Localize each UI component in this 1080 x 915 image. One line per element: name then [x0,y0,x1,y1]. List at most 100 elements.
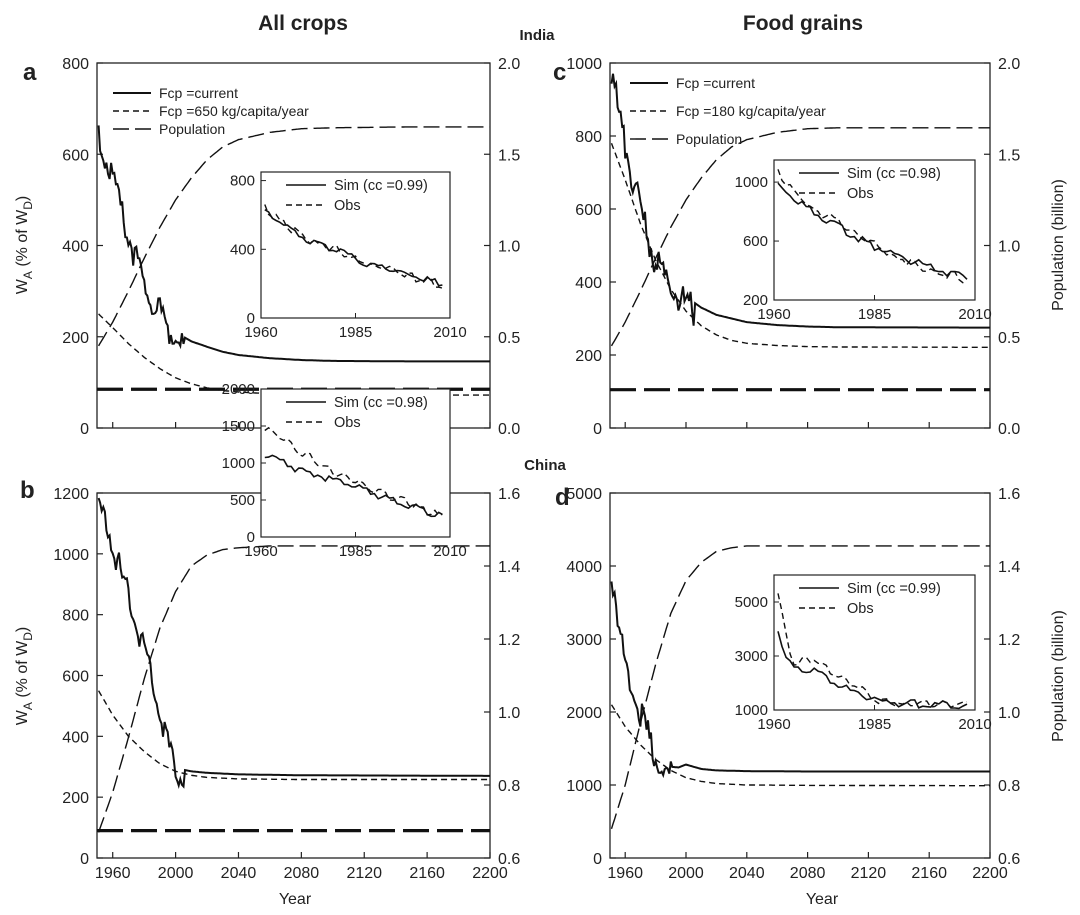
panel-c: c 0 200 400 600 800 1000 0.0 0.5 1.0 1.5 2.0 Fcp =cu… [553,56,1020,438]
y2-tick-label: 0.8 [498,778,520,795]
y-tick-label: 600 [575,202,602,219]
inset-legend-label: Sim (cc =0.99) [847,581,941,597]
y2-tick-label: 1.6 [998,486,1020,503]
inset-x-tick-label: 1960 [757,306,790,323]
inset-series-dash-line [264,426,443,517]
series-solid-line [97,125,490,363]
y-tick-label: 200 [62,790,89,807]
inset-frame [773,574,976,711]
y-tick-label: 600 [62,669,89,686]
y-tick-label: 400 [62,239,89,256]
x-tick-label: 2200 [472,865,508,882]
y-tick-label: 1000 [566,56,602,73]
y2-tick-label: 1.5 [998,147,1020,164]
x-tick-label: 2120 [851,865,887,882]
row-title-india: India [519,27,555,44]
y2-tick-label: 1.0 [498,239,520,256]
y-tick-label: 1000 [566,778,602,795]
legend-label: Population [159,121,225,137]
inset-y-tick-label: 1500 [222,418,255,435]
y-tick-label: 0 [593,851,602,868]
series-longdash-line [610,127,990,347]
inset-x-tick-label: 1985 [858,306,891,323]
y2-tick-label: 2.0 [998,56,1020,73]
legend-label: Fcp =current [159,85,238,101]
inset-y-tick-label: 1000 [222,455,255,472]
inset-y-tick-label: 1000 [735,702,768,719]
inset-frame [260,171,451,319]
y2-tick-label: 1.5 [498,147,520,164]
y-tick-label: 600 [62,147,89,164]
x-tick-label: 2120 [346,865,382,882]
y-tick-label: 4000 [566,559,602,576]
inset-y-tick-label: 2000 [222,381,255,398]
series-solid-line [610,73,990,329]
inset-legend-label: Sim (cc =0.99) [334,178,428,194]
y2-tick-label: 1.6 [498,486,520,503]
y-axis-label-right-top: Population (billion) [1050,179,1067,311]
y2-tick-label: 0.0 [498,421,520,438]
y2-tick-label: 1.0 [998,239,1020,256]
inset-c: 200 600 1000 1960 1985 2010 Sim (cc =0.98) Obs [735,159,992,323]
x-axis-label-left: Year [279,891,312,908]
inset-x-tick-label: 1985 [858,716,891,733]
row-title-china: China [524,457,566,474]
inset-x-tick-label: 2010 [958,306,991,323]
panel-label-b: b [20,477,35,504]
y-tick-label: 400 [575,275,602,292]
inset-series-dash-line [264,204,443,289]
x-tick-label: 1960 [607,865,643,882]
inset-y-tick-label: 600 [743,233,768,250]
inset-y-tick-label: 500 [230,492,255,509]
y2-tick-label: 1.4 [998,559,1020,576]
series-longdash-line [97,545,490,833]
y-tick-label: 0 [80,421,89,438]
inset-y-tick-label: 200 [743,292,768,309]
y2-tick-label: 1.4 [498,559,520,576]
y2-tick-label: 0.5 [498,330,520,347]
inset-x-tick-label: 2010 [433,543,466,560]
inset-legend-label: Sim (cc =0.98) [847,166,941,182]
series-dash-line [610,704,990,787]
x-tick-label: 1960 [95,865,131,882]
y-tick-label: 200 [62,330,89,347]
inset-series-dash-line [777,169,968,285]
y-tick-label: 0 [80,851,89,868]
y-tick-label: 800 [62,56,89,73]
y2-tick-label: 0.0 [998,421,1020,438]
series-longdash-line [97,126,490,347]
panel-label-a: a [23,59,37,86]
x-tick-label: 2160 [409,865,445,882]
panel-a: a 0 200 400 600 800 0.0 0.5 1.0 1.5 2.0 Fcp =curren… [23,56,520,438]
inset-y-tick-label: 3000 [735,648,768,665]
inset-d: 1000 3000 5000 1960 1985 2010 Sim (cc =0.99) Ob… [735,574,992,733]
panel-b: b 0 200 400 600 800 1000 1200 0.6 0.8 1.0 1.2 1.4 1.6… [20,381,520,882]
legend-label: Fcp =current [676,75,755,91]
x-tick-label: 2160 [911,865,947,882]
y-tick-label: 1000 [53,547,89,564]
inset-b: 0 500 1000 1500 2000 1960 1985 2010 Sim (cc =0.9… [222,381,467,560]
legend-label: Population [676,131,742,147]
y2-tick-label: 0.5 [998,330,1020,347]
plot-frame [609,492,991,859]
y-tick-label: 3000 [566,632,602,649]
series-dash-line [98,313,490,396]
series-dash-line [610,143,990,348]
inset-y-tick-label: 5000 [735,594,768,611]
inset-x-tick-label: 2010 [433,324,466,341]
x-tick-label: 2000 [668,865,704,882]
y2-tick-label: 0.6 [998,851,1020,868]
inset-x-tick-label: 1960 [244,543,277,560]
y-tick-label: 1200 [53,486,89,503]
x-tick-label: 2200 [972,865,1008,882]
series-solid-line [610,581,990,779]
x-tick-label: 2000 [158,865,194,882]
inset-series-solid-line [777,182,968,280]
y2-tick-label: 1.2 [998,632,1020,649]
column-title-all-crops: All crops [258,12,348,35]
inset-legend-label: Sim (cc =0.98) [334,395,428,411]
inset-series-solid-line [777,631,968,710]
inset-y-tick-label: 1000 [735,174,768,191]
series-solid-line [97,497,490,790]
